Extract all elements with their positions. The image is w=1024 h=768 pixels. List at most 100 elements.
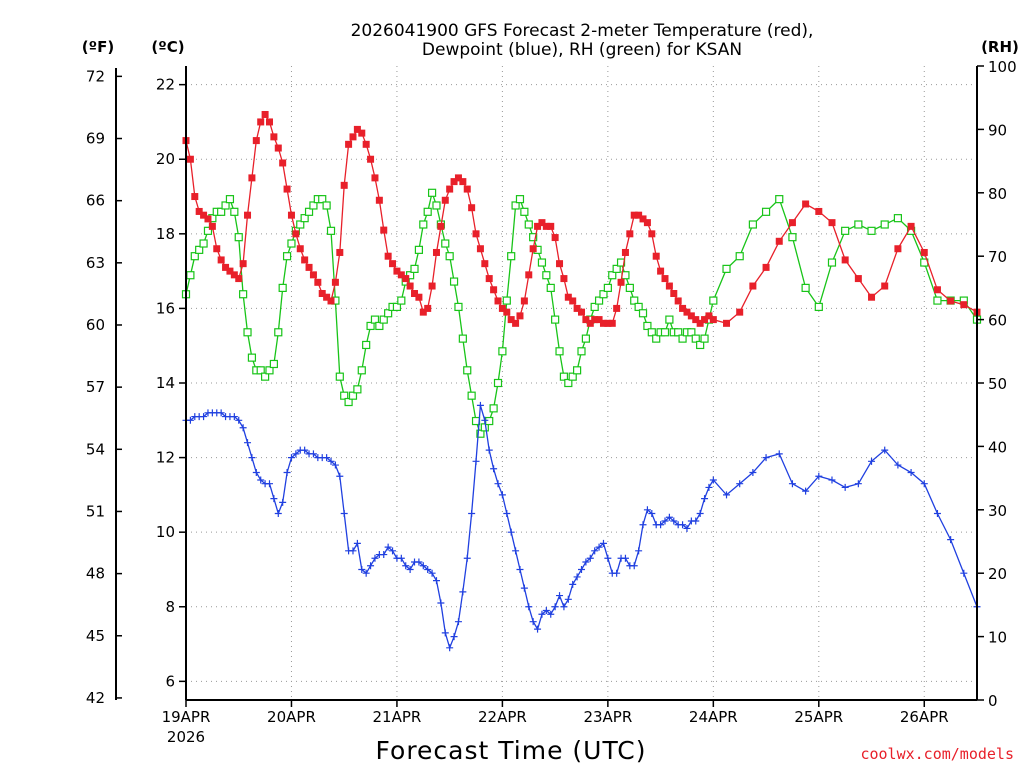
dewpoint-point <box>529 618 537 626</box>
tick-labels: 6 8 10 12 14 16 18 20 22 42 45 48 51 54 57 60 63 66 69 72 0 1… <box>86 58 1017 746</box>
dewpoint-point <box>463 554 471 562</box>
dewpoint-point <box>454 618 462 626</box>
relative-humidity-point <box>594 296 604 305</box>
dewpoint-point <box>762 454 770 462</box>
relative-humidity-point <box>458 334 467 343</box>
relative-humidity-point <box>449 277 459 286</box>
relative-humidity-point <box>608 271 617 280</box>
dewpoint-point <box>604 554 612 562</box>
dewpoint-point <box>933 510 941 518</box>
dewpoint-point <box>371 554 379 562</box>
temperature-point <box>868 293 876 301</box>
relative-humidity-point <box>625 283 634 292</box>
x-tick-label: 19APR <box>162 708 211 726</box>
dewpoint-point <box>292 450 300 458</box>
dewpoint-point <box>591 547 599 555</box>
dewpoint-point <box>630 562 638 570</box>
relative-humidity-point <box>454 302 463 312</box>
dewpoint-point <box>573 573 581 581</box>
temperature-point <box>683 308 691 316</box>
temperature-point <box>512 319 520 327</box>
relative-humidity-point <box>309 201 318 210</box>
dewpoint-point <box>257 476 265 484</box>
temperature-point <box>604 319 612 327</box>
rh-tick-label: 40 <box>988 438 1007 456</box>
relative-humidity-point <box>590 302 599 312</box>
dewpoint-point <box>802 487 810 495</box>
temperature-point <box>362 140 370 148</box>
relative-humidity-point <box>353 385 362 394</box>
dewpoint-point <box>309 450 317 458</box>
temperature-point <box>239 260 247 268</box>
relative-humidity-point <box>788 233 797 242</box>
fahrenheit-tick-label: 42 <box>86 689 105 707</box>
relative-humidity-point <box>638 309 648 318</box>
temperature-point <box>331 278 339 286</box>
relative-humidity-point <box>485 416 494 426</box>
dewpoint-point <box>551 603 559 611</box>
temperature-point <box>881 282 889 290</box>
temperature-point <box>749 282 757 290</box>
dewpoint-point <box>406 565 414 573</box>
dewpoint-point <box>367 562 375 570</box>
dewpoint-point <box>692 517 700 525</box>
x-tick-sublabel: 2026 <box>167 728 205 746</box>
dewpoint-point <box>476 401 484 409</box>
temperature-point <box>648 230 656 238</box>
rh-tick-label: 70 <box>988 248 1007 266</box>
dewpoint-point <box>472 457 480 465</box>
temperature-point <box>920 248 928 256</box>
temperature-point <box>204 215 212 223</box>
temperature-point <box>705 312 713 320</box>
fahrenheit-tick-label: 60 <box>86 316 105 334</box>
dewpoint-point <box>248 454 256 462</box>
dewpoint-point <box>498 491 506 499</box>
temperature-point <box>762 263 770 271</box>
fahrenheit-tick-label: 66 <box>86 192 105 210</box>
relative-humidity-point <box>880 220 889 229</box>
dewpoint-point <box>775 450 783 458</box>
relative-humidity-point <box>300 214 309 223</box>
relative-humidity-point <box>476 429 485 438</box>
temperature-point <box>358 129 366 137</box>
relative-humidity-point <box>304 207 314 216</box>
dewpoint-point <box>200 413 208 421</box>
temperature-point <box>476 245 484 253</box>
relative-humidity-point <box>427 188 437 197</box>
temperature-point <box>635 211 643 219</box>
celsius-unit-label: (ºC) <box>151 38 184 56</box>
temperature-point <box>384 252 392 260</box>
relative-humidity-point <box>199 239 208 248</box>
temperature-point <box>415 293 423 301</box>
dewpoint-point <box>494 480 502 488</box>
temperature-point <box>657 267 665 275</box>
temperature-point <box>230 271 238 279</box>
temperature-point <box>687 312 695 320</box>
relative-humidity-point <box>467 391 476 400</box>
dewpoint-point <box>503 510 511 518</box>
dewpoint-point <box>415 558 423 566</box>
dewpoint-point <box>723 491 731 499</box>
dewpoint-point <box>868 457 876 465</box>
temperature-point <box>599 319 607 327</box>
dewpoint-point <box>696 510 704 518</box>
temperature-point <box>709 316 717 324</box>
dewpoint-point <box>235 416 243 424</box>
plot-series <box>181 110 982 652</box>
temperature-point <box>261 110 269 118</box>
dewpoint-point <box>701 495 709 503</box>
temperature-point <box>670 289 678 297</box>
celsius-tick-label: 20 <box>156 150 175 168</box>
dewpoint-point <box>947 536 955 544</box>
relative-humidity-point <box>564 378 573 388</box>
relative-humidity-point <box>603 283 612 292</box>
relative-humidity-point <box>502 296 511 305</box>
relative-humidity-point <box>520 207 529 216</box>
temperature-point <box>788 219 796 227</box>
rh-tick-label: 30 <box>988 502 1007 520</box>
temperature-point <box>222 263 230 271</box>
dewpoint-point <box>670 517 678 525</box>
dewpoint-point <box>564 595 572 603</box>
dewpoint-point <box>635 547 643 555</box>
temperature-point <box>191 193 199 201</box>
